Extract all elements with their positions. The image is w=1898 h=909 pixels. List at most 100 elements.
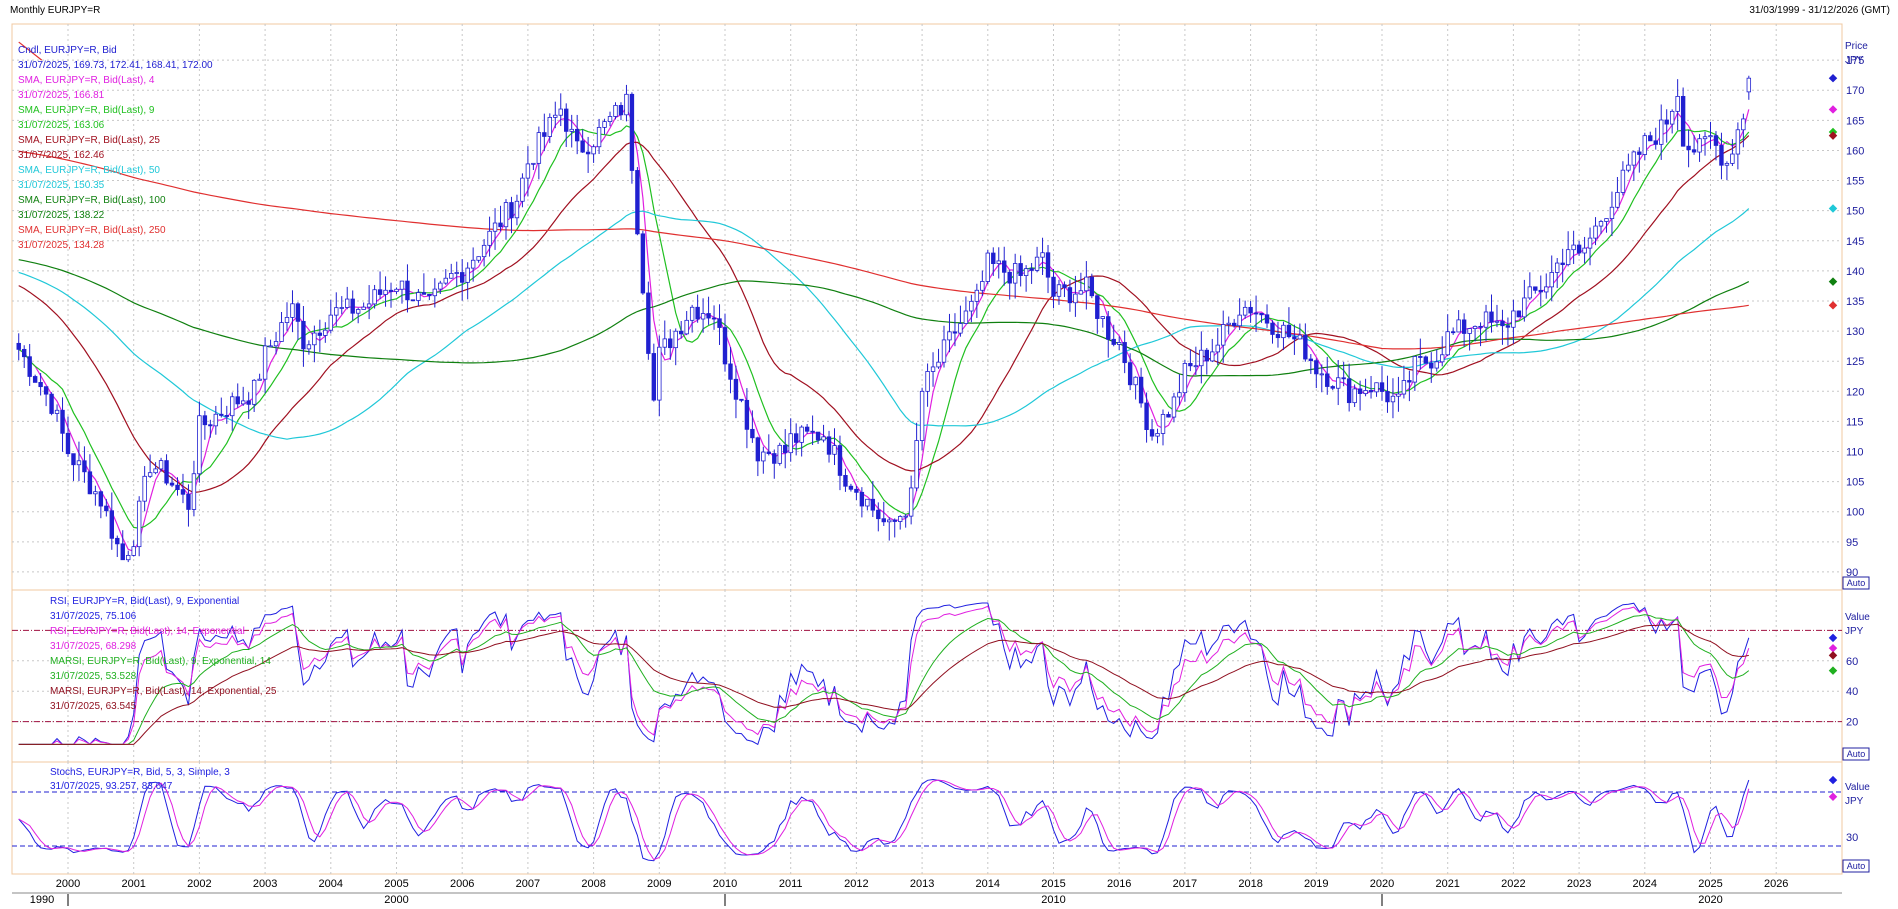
candle-body [564,108,569,132]
x-tick-label: 2003 [253,878,277,890]
candle-body [219,413,224,416]
rsi-marker-2 [1828,666,1838,675]
candle-body [536,132,542,164]
stoch-marker-1 [1828,792,1838,801]
candle-body [744,399,750,430]
stoch-auto-button[interactable]: Auto [1842,859,1870,873]
candles-layer [16,73,1838,563]
candle-body [328,314,333,331]
candle-body [1303,334,1308,360]
legend-rsi9-title: RSI, EURJPY=R, Bid(Last), 9, Exponential [50,596,239,607]
candle-body [1078,290,1084,295]
candle-body [224,415,229,417]
price-tick-label: 130 [1846,326,1864,338]
candle-body [602,121,607,128]
candle-body [1697,138,1702,153]
candle-body [711,317,717,320]
price-tick-label: 165 [1846,115,1864,127]
candle-body [284,316,290,323]
candle-body [1538,289,1543,293]
stoch-legend: StochS, EURJPY=R, Bid, 5, 3, Simple, 3 3… [50,767,230,792]
x-tick-label: 2004 [319,878,343,890]
candle-body [1281,324,1286,339]
candle-body [361,306,366,310]
stoch-auto-label: Auto [1847,861,1866,871]
price-tick-label: 155 [1846,176,1864,188]
candle-body [635,170,640,235]
candle-body [197,415,202,475]
candle-body [788,433,793,454]
rsi-auto-label: Auto [1847,749,1866,759]
price-auto-button[interactable]: Auto [1842,576,1870,590]
candle-body [115,537,120,545]
candle-body [372,289,377,305]
candle-body [1669,110,1675,125]
legend-sma9-title: SMA, EURJPY=R, Bid(Last), 9 [18,105,155,116]
x-tick-label: 2022 [1501,878,1525,890]
candle-body [761,451,766,462]
candle-body [1746,77,1752,93]
candle-body [1346,378,1352,404]
candle-body [104,505,109,512]
candle-body [290,303,295,318]
candle-body [1653,140,1658,145]
candle-body [1429,362,1434,369]
candle-body [755,437,761,462]
candle-body [1730,153,1735,164]
candle-body [191,473,197,510]
candle-body [1418,356,1423,358]
sma-9-line [18,125,1750,529]
candle-body [919,390,925,441]
candle-body [481,244,487,258]
price-tick-label: 105 [1846,477,1864,489]
legend-sma25-title: SMA, EURJPY=R, Bid(Last), 25 [18,135,160,146]
candle-body [1423,356,1428,364]
rsi-tick-label: 40 [1846,686,1858,698]
x-tick-label: 2002 [187,878,211,890]
rsi-series-2 [18,614,1750,745]
candle-body [1336,377,1341,389]
candle-body [487,230,492,246]
candle-body [1325,373,1330,387]
candle-body [1341,377,1346,380]
price-tick-label: 115 [1846,416,1864,428]
candle-body [843,475,848,487]
x-tick-label: 2010 [713,878,737,890]
x-tick-label: 2016 [1107,878,1131,890]
candle-body [1500,320,1505,327]
candle-body [1390,395,1396,403]
candle-body [257,378,262,381]
candle-body [1544,286,1549,293]
candle-body [1719,145,1724,166]
candle-body [750,428,755,439]
candle-body [388,289,394,292]
candle-body [969,300,974,312]
candle-body [821,436,826,441]
candle-body [1708,135,1713,138]
rsi-auto-button[interactable]: Auto [1842,747,1870,761]
candle-body [1045,252,1051,278]
candle-body [449,272,454,279]
x-major-label: 1990 [30,894,54,906]
candle-body [1368,390,1374,393]
candle-body [153,468,158,474]
x-major-label: 2010 [1041,894,1065,906]
candle-body [952,331,958,334]
stoch-axis-title: Value [1845,782,1870,793]
candle-body [772,453,777,464]
rsi-axis-unit: JPY [1845,626,1864,637]
candle-body [1199,349,1204,367]
candle-body [1155,433,1160,437]
candle-body [383,289,388,295]
candle-body [569,128,574,132]
legend-rsi14-values: 31/07/2025, 68.298 [50,641,137,652]
candle-body [1675,96,1680,112]
candle-body [1352,388,1357,404]
candle-body [903,515,908,518]
candle-body [963,310,969,324]
candle-body [312,332,317,346]
candle-body [657,346,662,401]
candle-body [859,491,865,507]
